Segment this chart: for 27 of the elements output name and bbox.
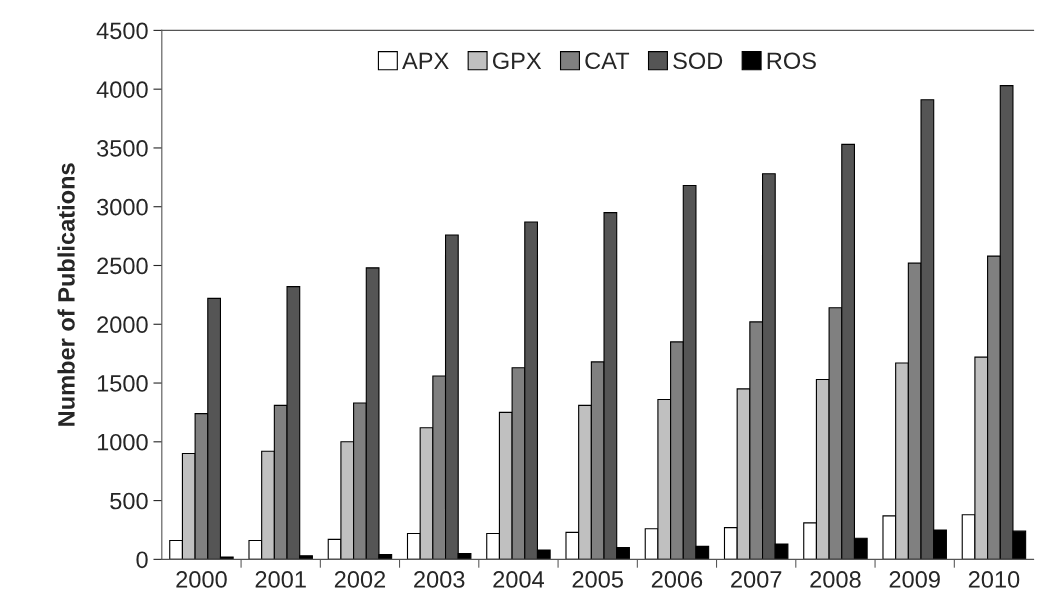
y-tick-label: 1500 — [97, 375, 148, 392]
y-tick-label: 2500 — [97, 257, 148, 275]
x-tick-label: 2005 — [572, 571, 623, 588]
x-tick-label: 2001 — [255, 571, 306, 588]
legend-label: CAT — [585, 52, 630, 70]
y-tick-label: 500 — [110, 492, 148, 510]
x-tick-label: 2002 — [334, 571, 386, 588]
y-tick-label: 0 — [136, 551, 148, 569]
x-tick-label: 2010 — [968, 571, 1020, 588]
x-tick-label: 2003 — [414, 571, 465, 588]
legend-label: APX — [402, 52, 449, 69]
y-tick-label: 3500 — [97, 140, 148, 157]
x-tick-label: 2009 — [889, 571, 940, 588]
x-tick-label: 2006 — [651, 571, 703, 588]
y-tick-label: 3000 — [97, 198, 148, 216]
y-tick-label: 1000 — [97, 433, 148, 451]
x-tick-label: 2007 — [731, 571, 782, 588]
legend-label: ROS — [767, 52, 816, 70]
y-axis-title: Number of Publications — [57, 163, 75, 426]
y-tick-label: 2000 — [97, 316, 148, 334]
x-tick-label: 2008 — [810, 571, 861, 588]
x-tick-label: 2004 — [493, 571, 545, 588]
legend-label: GPX — [492, 52, 542, 70]
legend-label: SOD — [673, 52, 723, 70]
y-tick-label: 4500 — [96, 22, 148, 40]
y-tick-label: 4000 — [96, 81, 148, 98]
x-tick-label: 2000 — [176, 571, 227, 588]
